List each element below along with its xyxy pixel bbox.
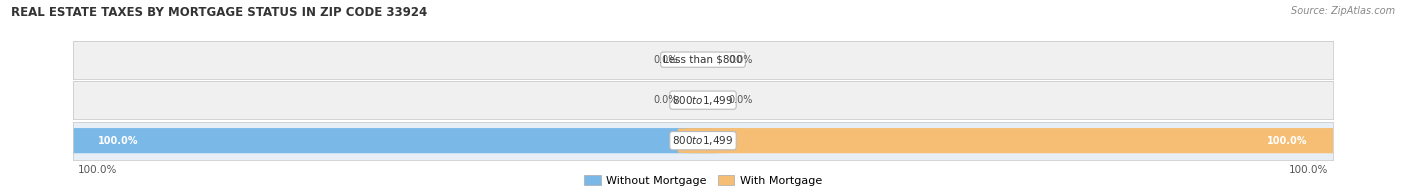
Text: 0.0%: 0.0%: [728, 55, 752, 65]
Text: 100.0%: 100.0%: [1289, 165, 1329, 175]
Text: 0.0%: 0.0%: [728, 95, 752, 105]
Text: $800 to $1,499: $800 to $1,499: [672, 94, 734, 107]
Legend: Without Mortgage, With Mortgage: Without Mortgage, With Mortgage: [579, 171, 827, 190]
Text: 100.0%: 100.0%: [1267, 136, 1308, 146]
Text: $800 to $1,499: $800 to $1,499: [672, 134, 734, 147]
Text: 100.0%: 100.0%: [98, 136, 139, 146]
Text: Less than $800: Less than $800: [664, 55, 742, 65]
Text: REAL ESTATE TAXES BY MORTGAGE STATUS IN ZIP CODE 33924: REAL ESTATE TAXES BY MORTGAGE STATUS IN …: [11, 6, 427, 19]
Text: 0.0%: 0.0%: [654, 95, 678, 105]
Text: 0.0%: 0.0%: [654, 55, 678, 65]
Text: Source: ZipAtlas.com: Source: ZipAtlas.com: [1291, 6, 1395, 16]
FancyBboxPatch shape: [48, 128, 728, 153]
FancyBboxPatch shape: [678, 128, 1358, 153]
Text: 100.0%: 100.0%: [77, 165, 117, 175]
